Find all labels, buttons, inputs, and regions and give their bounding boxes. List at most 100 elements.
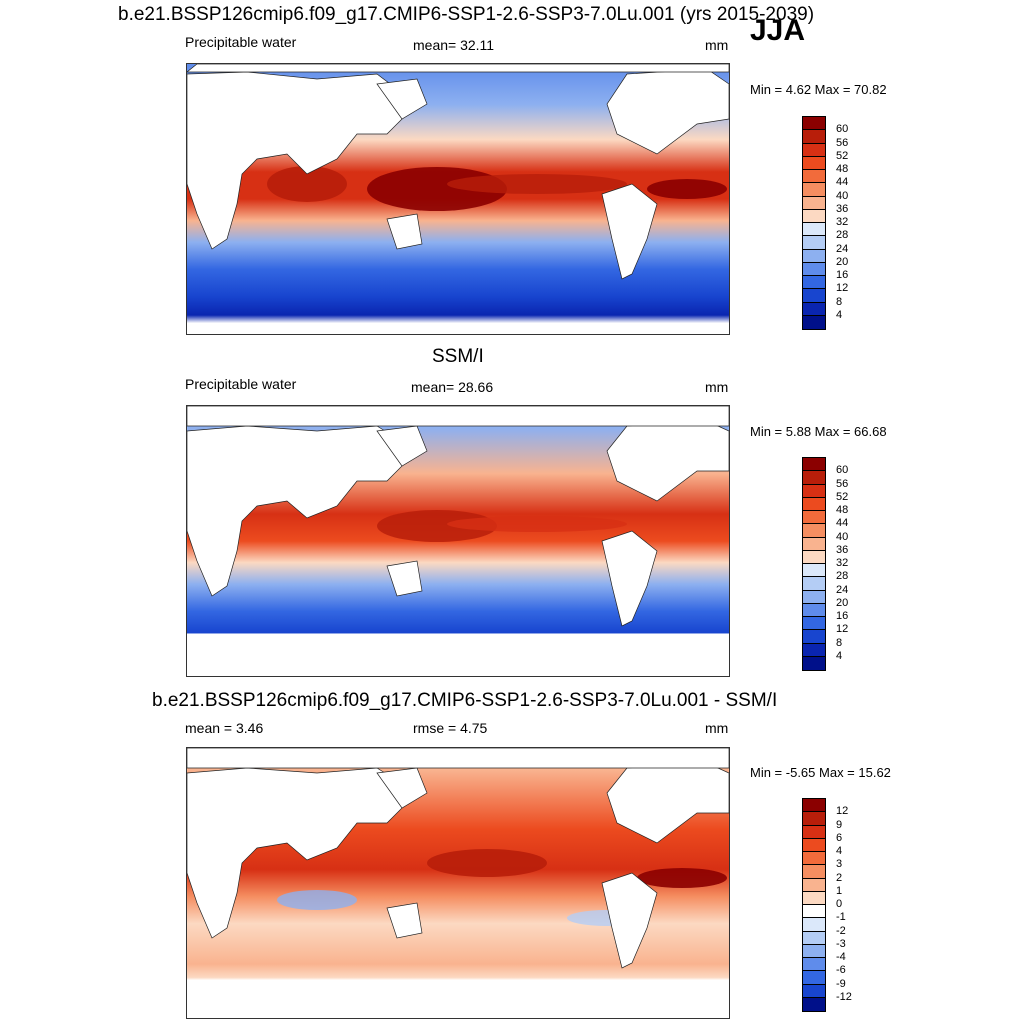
colorbar-label: 36 [836, 543, 849, 556]
colorbar-swatch [803, 838, 825, 852]
colorbar-label: 9 [836, 818, 843, 831]
colorbar-label: 60 [836, 123, 849, 136]
colorbar-swatch [803, 918, 825, 932]
colorbar-swatch [803, 524, 825, 538]
colorbar-label: 12 [836, 623, 849, 636]
colorbar-swatch [803, 564, 825, 578]
panel3-rmse: rmse = 4.75 [413, 720, 488, 736]
colorbar-swatch [803, 931, 825, 945]
colorbar-label: 20 [836, 596, 849, 609]
colorbar-label: 52 [836, 490, 849, 503]
panel2-variable: Precipitable water [185, 376, 297, 392]
colorbar-label: 40 [836, 189, 849, 202]
colorbar-swatch [803, 130, 825, 144]
colorbar-swatch [803, 497, 825, 511]
panel3-units: mm [705, 720, 729, 736]
colorbar-label: 4 [836, 845, 843, 857]
colorbar-swatch [803, 577, 825, 591]
colorbar-swatch [803, 249, 825, 263]
colorbar-swatch [803, 156, 825, 170]
colorbar-label: 6 [836, 831, 843, 844]
panel1-variable: Precipitable water [185, 34, 297, 50]
colorbar-swatch [803, 289, 825, 303]
colorbar-swatch [803, 223, 825, 237]
colorbar-label: 32 [836, 557, 849, 569]
colorbar-swatch [803, 117, 825, 131]
colorbar-swatch [803, 550, 825, 564]
panel1-minmax: Min = 4.62 Max = 70.82 [750, 82, 887, 97]
colorbar-swatch [803, 302, 825, 316]
colorbar-label: 16 [836, 610, 849, 622]
colorbar-swatch [803, 143, 825, 157]
panel1-map [186, 63, 730, 335]
colorbar-label: 48 [836, 163, 849, 175]
panel1-map-svg [187, 64, 729, 334]
colorbar-label: -12 [836, 990, 852, 1003]
colorbar-label: 12 [836, 282, 849, 295]
panel3-title: b.e21.BSSP126cmip6.f09_g17.CMIP6-SSP1-2.… [152, 690, 778, 711]
colorbar-swatch [803, 643, 825, 657]
colorbar-label: 2 [836, 871, 843, 884]
season-label: JJA [750, 14, 806, 47]
panel2-title: SSM/I [432, 346, 484, 367]
colorbar-swatch [803, 997, 825, 1011]
colorbar-label: 4 [836, 308, 843, 321]
colorbar-label: 28 [836, 229, 849, 242]
panel2-units: mm [705, 379, 729, 395]
colorbar-label: 40 [836, 530, 849, 543]
colorbar-swatch [803, 276, 825, 290]
colorbar-swatch [803, 984, 825, 998]
colorbar-swatch [803, 971, 825, 985]
colorbar-label: 44 [836, 176, 849, 189]
panel3-map-svg [187, 748, 729, 1018]
panel1-title: b.e21.BSSP126cmip6.f09_g17.CMIP6-SSP1-2.… [118, 4, 815, 25]
panel2-colorbar [802, 457, 826, 671]
panel3-map [186, 747, 730, 1019]
colorbar-swatch [803, 196, 825, 210]
colorbar-swatch [803, 603, 825, 617]
colorbar-label: -3 [836, 937, 846, 950]
colorbar-swatch [803, 209, 825, 223]
panel2-map [186, 405, 730, 677]
colorbar-label: 4 [836, 649, 843, 662]
panel2-mean: mean= 28.66 [411, 379, 494, 395]
colorbar-swatch [803, 812, 825, 826]
colorbar-swatch [803, 315, 825, 329]
colorbar-label: 24 [836, 242, 849, 255]
colorbar-swatch [803, 891, 825, 905]
colorbar-label: 52 [836, 149, 849, 162]
colorbar-swatch [803, 656, 825, 670]
colorbar-swatch [803, 905, 825, 919]
panel3-minmax: Min = -5.65 Max = 15.62 [750, 765, 891, 780]
panel1-colorbar [802, 116, 826, 330]
colorbar-swatch [803, 865, 825, 879]
colorbar-swatch [803, 511, 825, 525]
colorbar-swatch [803, 878, 825, 892]
colorbar-swatch [803, 617, 825, 631]
colorbar-label: -1 [836, 911, 846, 924]
colorbar-swatch [803, 799, 825, 813]
colorbar-swatch [803, 471, 825, 485]
colorbar-label: 12 [836, 805, 849, 818]
colorbar-label: 36 [836, 202, 849, 215]
colorbar-label: 0 [836, 898, 843, 910]
colorbar-swatch [803, 944, 825, 958]
colorbar-swatch [803, 630, 825, 644]
colorbar-swatch [803, 236, 825, 250]
colorbar-label: 3 [836, 858, 843, 871]
colorbar-label: 56 [836, 136, 849, 149]
colorbar-label: 1 [836, 884, 843, 897]
colorbar-label: 8 [836, 636, 843, 649]
colorbar-swatch [803, 825, 825, 839]
panel1-units: mm [705, 37, 729, 53]
colorbar-label: 24 [836, 583, 849, 596]
colorbar-label: 16 [836, 269, 849, 281]
colorbar-label: 44 [836, 517, 849, 530]
panel1-mean: mean= 32.11 [413, 37, 495, 53]
colorbar-swatch [803, 590, 825, 604]
colorbar-label: 60 [836, 464, 849, 477]
colorbar-swatch [803, 170, 825, 184]
colorbar-swatch [803, 537, 825, 551]
colorbar-label: 48 [836, 504, 849, 516]
panel3-mean: mean = 3.46 [185, 720, 264, 736]
